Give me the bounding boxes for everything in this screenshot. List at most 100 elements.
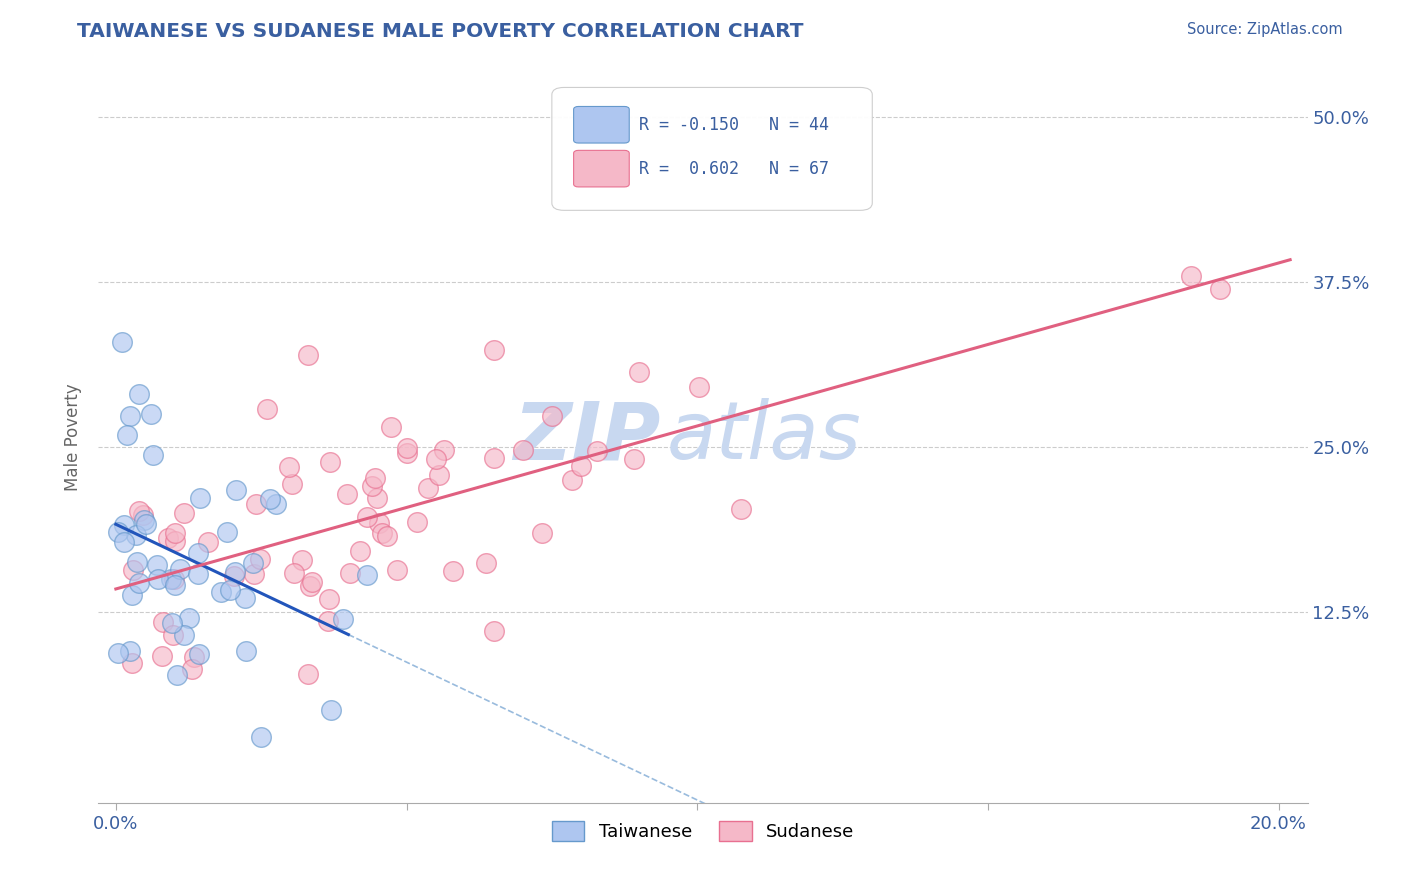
Point [441,564,464,578]
Point [125,555,148,569]
Point [120,644,142,658]
Point [169,562,191,576]
Point [242,557,264,571]
Point [112,518,135,533]
Point [209,585,232,599]
Point [222,569,245,583]
Text: atlas: atlas [666,398,862,476]
Point [318,615,340,629]
Legend: Taiwanese, Sudanese: Taiwanese, Sudanese [544,814,862,848]
Point [332,612,354,626]
FancyBboxPatch shape [551,87,872,211]
Point [235,644,257,658]
Point [107,525,129,540]
Point [142,448,165,462]
Point [128,387,150,401]
Point [425,452,447,467]
Point [475,556,498,570]
Point [132,508,155,522]
Point [173,628,195,642]
Point [181,662,204,676]
Point [150,648,173,663]
Point [482,343,505,358]
Point [162,628,184,642]
Point [482,624,505,639]
Text: TAIWANESE VS SUDANESE MALE POVERTY CORRELATION CHART: TAIWANESE VS SUDANESE MALE POVERTY CORRE… [77,22,804,41]
Point [586,443,609,458]
Point [349,544,371,558]
Point [134,513,156,527]
Point [128,576,150,591]
Point [385,563,408,577]
Text: R =  0.602   N = 67: R = 0.602 N = 67 [638,160,830,178]
Point [160,616,183,631]
Point [264,497,287,511]
Point [561,473,583,487]
Point [540,409,562,424]
Point [242,566,264,581]
Point [297,348,319,362]
Text: R = -0.150   N = 44: R = -0.150 N = 44 [638,116,830,134]
Point [336,487,359,501]
Point [371,525,394,540]
Point [364,471,387,485]
Point [224,565,246,579]
Text: Source: ZipAtlas.com: Source: ZipAtlas.com [1187,22,1343,37]
Text: ZIP: ZIP [513,398,661,476]
Point [319,455,342,469]
Point [152,615,174,629]
Point [156,531,179,545]
Point [165,578,187,592]
Point [366,491,388,505]
Point [197,535,219,549]
Point [225,483,247,497]
Point [277,459,299,474]
Point [356,509,378,524]
Point [1180,268,1202,283]
Point [628,366,651,380]
Point [396,445,419,459]
Point [368,516,391,530]
Point [427,468,450,483]
Point [219,582,242,597]
Point [111,334,134,349]
Point [121,656,143,670]
Point [1209,282,1232,296]
FancyBboxPatch shape [574,106,630,143]
Point [115,428,138,442]
Point [183,650,205,665]
Point [360,479,382,493]
Point [177,611,200,625]
Point [259,491,281,506]
Point [688,380,710,394]
Point [280,476,302,491]
Point [121,588,143,602]
Point [530,525,553,540]
Point [250,730,273,744]
Point [512,442,534,457]
Point [107,646,129,660]
Point [160,572,183,586]
Point [623,452,645,467]
Point [163,534,186,549]
Point [301,575,323,590]
Point [173,507,195,521]
Point [380,420,402,434]
Point [283,566,305,581]
Point [112,535,135,549]
Point [395,441,418,455]
Point [124,528,146,542]
Point [166,668,188,682]
Point [406,515,429,529]
Point [163,525,186,540]
Point [569,459,592,474]
Point [321,703,343,717]
Point [356,568,378,582]
Point [128,504,150,518]
Y-axis label: Male Poverty: Male Poverty [65,384,83,491]
Point [375,528,398,542]
Point [291,552,314,566]
Point [148,572,170,586]
Point [163,572,186,586]
Point [482,451,505,466]
